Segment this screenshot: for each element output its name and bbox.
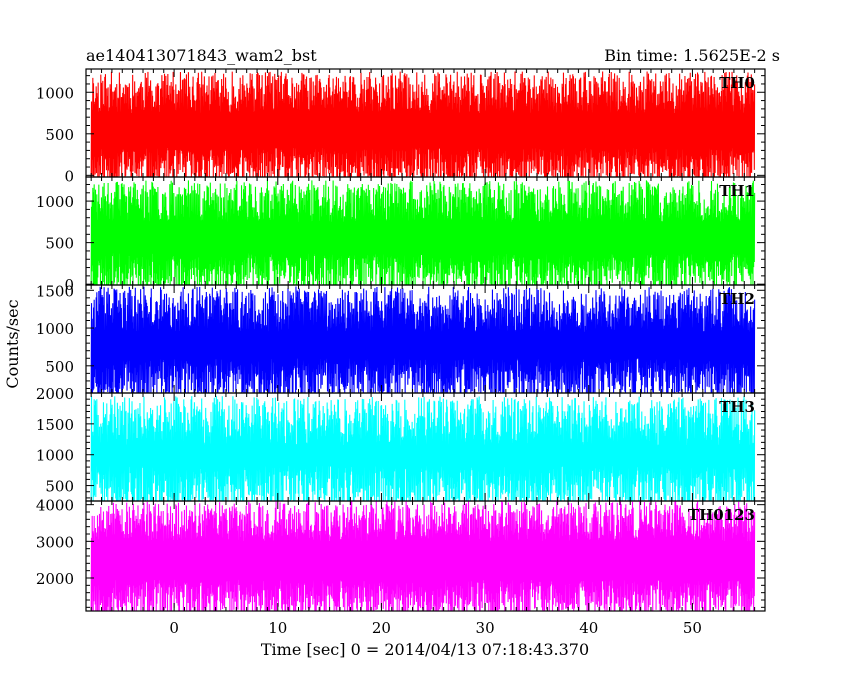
bin-time-label: Bin time: 1.5625E-2 s (604, 46, 780, 65)
x-axis-ticks: 0 10 20 30 40 50 (90, 69, 766, 637)
x-tick-label: 50 (683, 619, 702, 637)
series-th0 (90, 71, 756, 177)
series-th3 (90, 396, 756, 501)
x-tick-label: 20 (372, 619, 391, 637)
panel-th0123: 2000 3000 4000 TH0123 (36, 497, 766, 612)
panel-th0: 0 500 1000 TH0 (36, 68, 766, 185)
y-tick-label: 500 (45, 478, 74, 496)
y-tick-label: 1500 (36, 416, 74, 434)
y-tick-label: 500 (45, 358, 74, 376)
series-th0123 (90, 501, 756, 611)
panel-th3: 500 1000 1500 2000 TH3 (36, 385, 766, 502)
series-th2 (90, 286, 756, 393)
chart-panels: 0 500 1000 TH0 0 500 1000 TH1 500 1000 1500 TH2 500 1… (36, 68, 766, 612)
y-tick-label: 1000 (36, 320, 74, 338)
x-axis-label: Time [sec] 0 = 2014/04/13 07:18:43.370 (261, 640, 589, 659)
x-tick-label: 0 (169, 619, 179, 637)
panel-label: TH0 (719, 74, 755, 92)
y-tick-label: 4000 (36, 497, 74, 515)
panel-label: TH3 (719, 398, 755, 416)
panel-label: TH0123 (688, 506, 755, 524)
y-tick-label: 2000 (36, 570, 74, 588)
series-th1 (90, 180, 756, 285)
y-tick-label: 2000 (36, 385, 74, 403)
y-tick-label: 0 (64, 167, 74, 185)
y-tick-label: 1500 (36, 282, 74, 300)
y-axis-label: Counts/sec (3, 299, 22, 388)
y-tick-label: 500 (45, 235, 74, 253)
x-tick-label: 30 (476, 619, 495, 637)
panel-th1: 0 500 1000 TH1 (36, 176, 766, 294)
y-tick-label: 0 (64, 276, 74, 294)
y-tick-label: 3000 (36, 533, 74, 551)
panel-th2: 500 1000 1500 TH2 (36, 282, 766, 394)
y-tick-label: 1000 (36, 193, 74, 211)
panel-label: TH1 (719, 182, 755, 200)
x-tick-label: 40 (579, 619, 598, 637)
chart-title: ae140413071843_wam2_bst (86, 46, 317, 65)
panel-label: TH2 (719, 290, 755, 308)
x-tick-label: 10 (268, 619, 287, 637)
y-tick-label: 1000 (36, 447, 74, 465)
y-tick-label: 500 (45, 126, 74, 144)
y-tick-label: 1000 (36, 84, 74, 102)
